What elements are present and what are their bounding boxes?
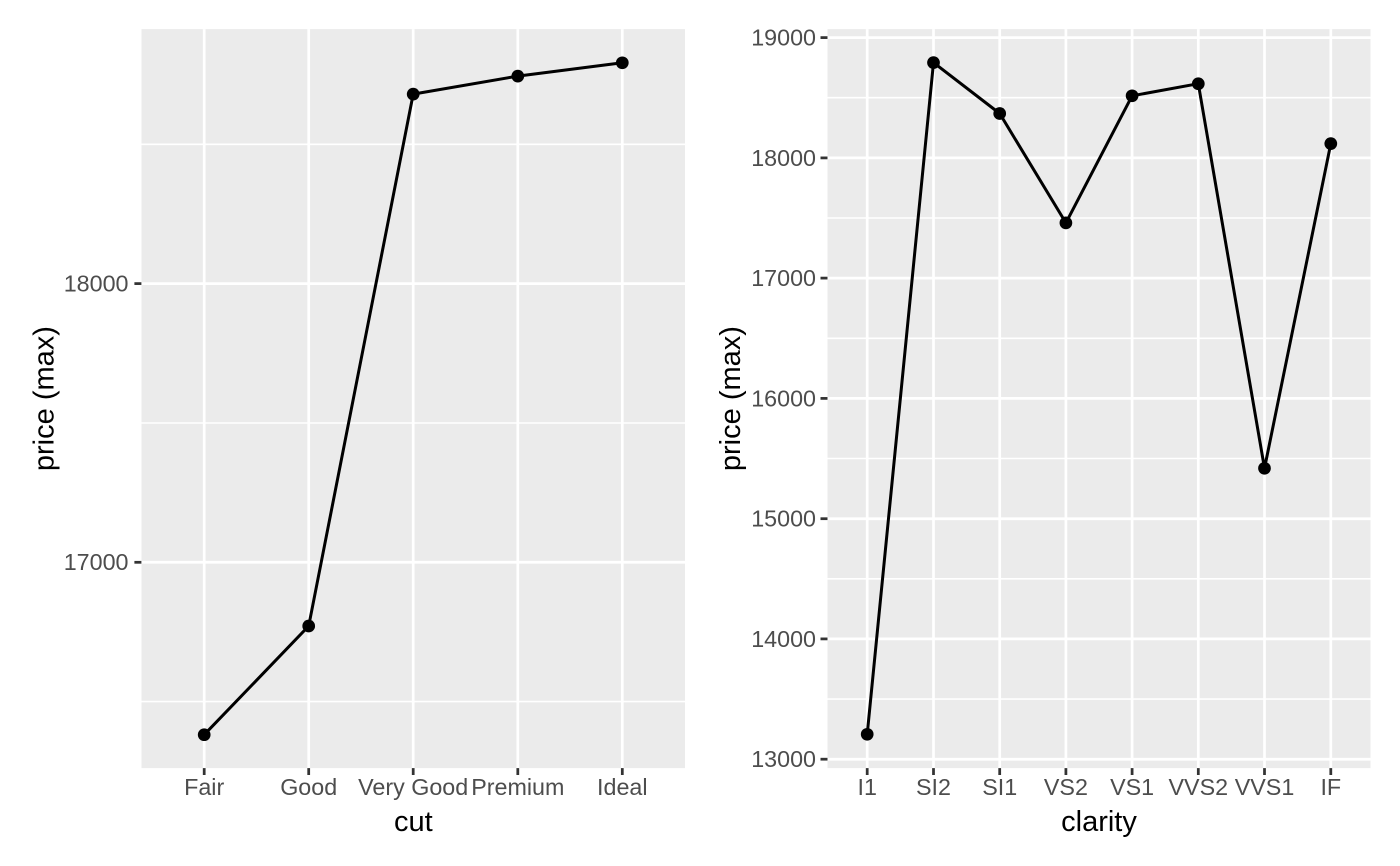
svg-text:Premium: Premium	[471, 774, 564, 800]
svg-text:Good: Good	[280, 774, 337, 800]
svg-text:17000: 17000	[751, 265, 816, 291]
svg-text:14000: 14000	[751, 626, 816, 652]
svg-text:IF: IF	[1320, 774, 1341, 800]
svg-text:15000: 15000	[751, 506, 816, 532]
svg-text:18000: 18000	[751, 145, 816, 171]
svg-text:price (max): price (max)	[28, 326, 60, 471]
svg-text:18000: 18000	[64, 271, 129, 297]
svg-text:Ideal: Ideal	[597, 774, 648, 800]
svg-text:17000: 17000	[64, 549, 129, 575]
svg-text:SI1: SI1	[982, 774, 1017, 800]
svg-text:19000: 19000	[751, 25, 816, 51]
svg-text:cut: cut	[394, 806, 433, 838]
svg-text:price (max): price (max)	[715, 326, 747, 471]
svg-text:VS1: VS1	[1110, 774, 1154, 800]
svg-text:Fair: Fair	[184, 774, 224, 800]
svg-text:VVS2: VVS2	[1169, 774, 1229, 800]
svg-text:VS2: VS2	[1044, 774, 1088, 800]
svg-text:I1: I1	[857, 774, 876, 800]
svg-text:SI2: SI2	[916, 774, 951, 800]
svg-text:clarity: clarity	[1061, 806, 1137, 838]
svg-text:16000: 16000	[751, 385, 816, 411]
svg-text:13000: 13000	[751, 746, 816, 772]
svg-text:VVS1: VVS1	[1235, 774, 1295, 800]
svg-text:Very Good: Very Good	[358, 774, 468, 800]
